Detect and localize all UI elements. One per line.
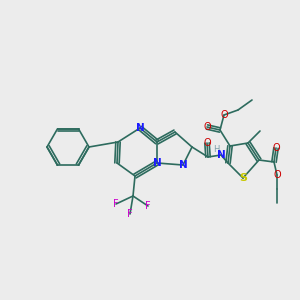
Text: O: O <box>272 143 280 153</box>
Text: O: O <box>203 122 211 132</box>
Text: S: S <box>239 173 247 183</box>
Text: O: O <box>220 110 228 120</box>
Text: N: N <box>217 150 225 160</box>
Text: N: N <box>136 123 144 133</box>
Text: O: O <box>203 138 211 148</box>
Text: F: F <box>127 209 133 219</box>
Text: N: N <box>153 158 161 168</box>
Text: F: F <box>145 201 151 211</box>
Text: H: H <box>213 146 219 154</box>
Text: N: N <box>178 160 188 170</box>
Text: O: O <box>273 170 281 180</box>
Text: F: F <box>113 199 119 209</box>
